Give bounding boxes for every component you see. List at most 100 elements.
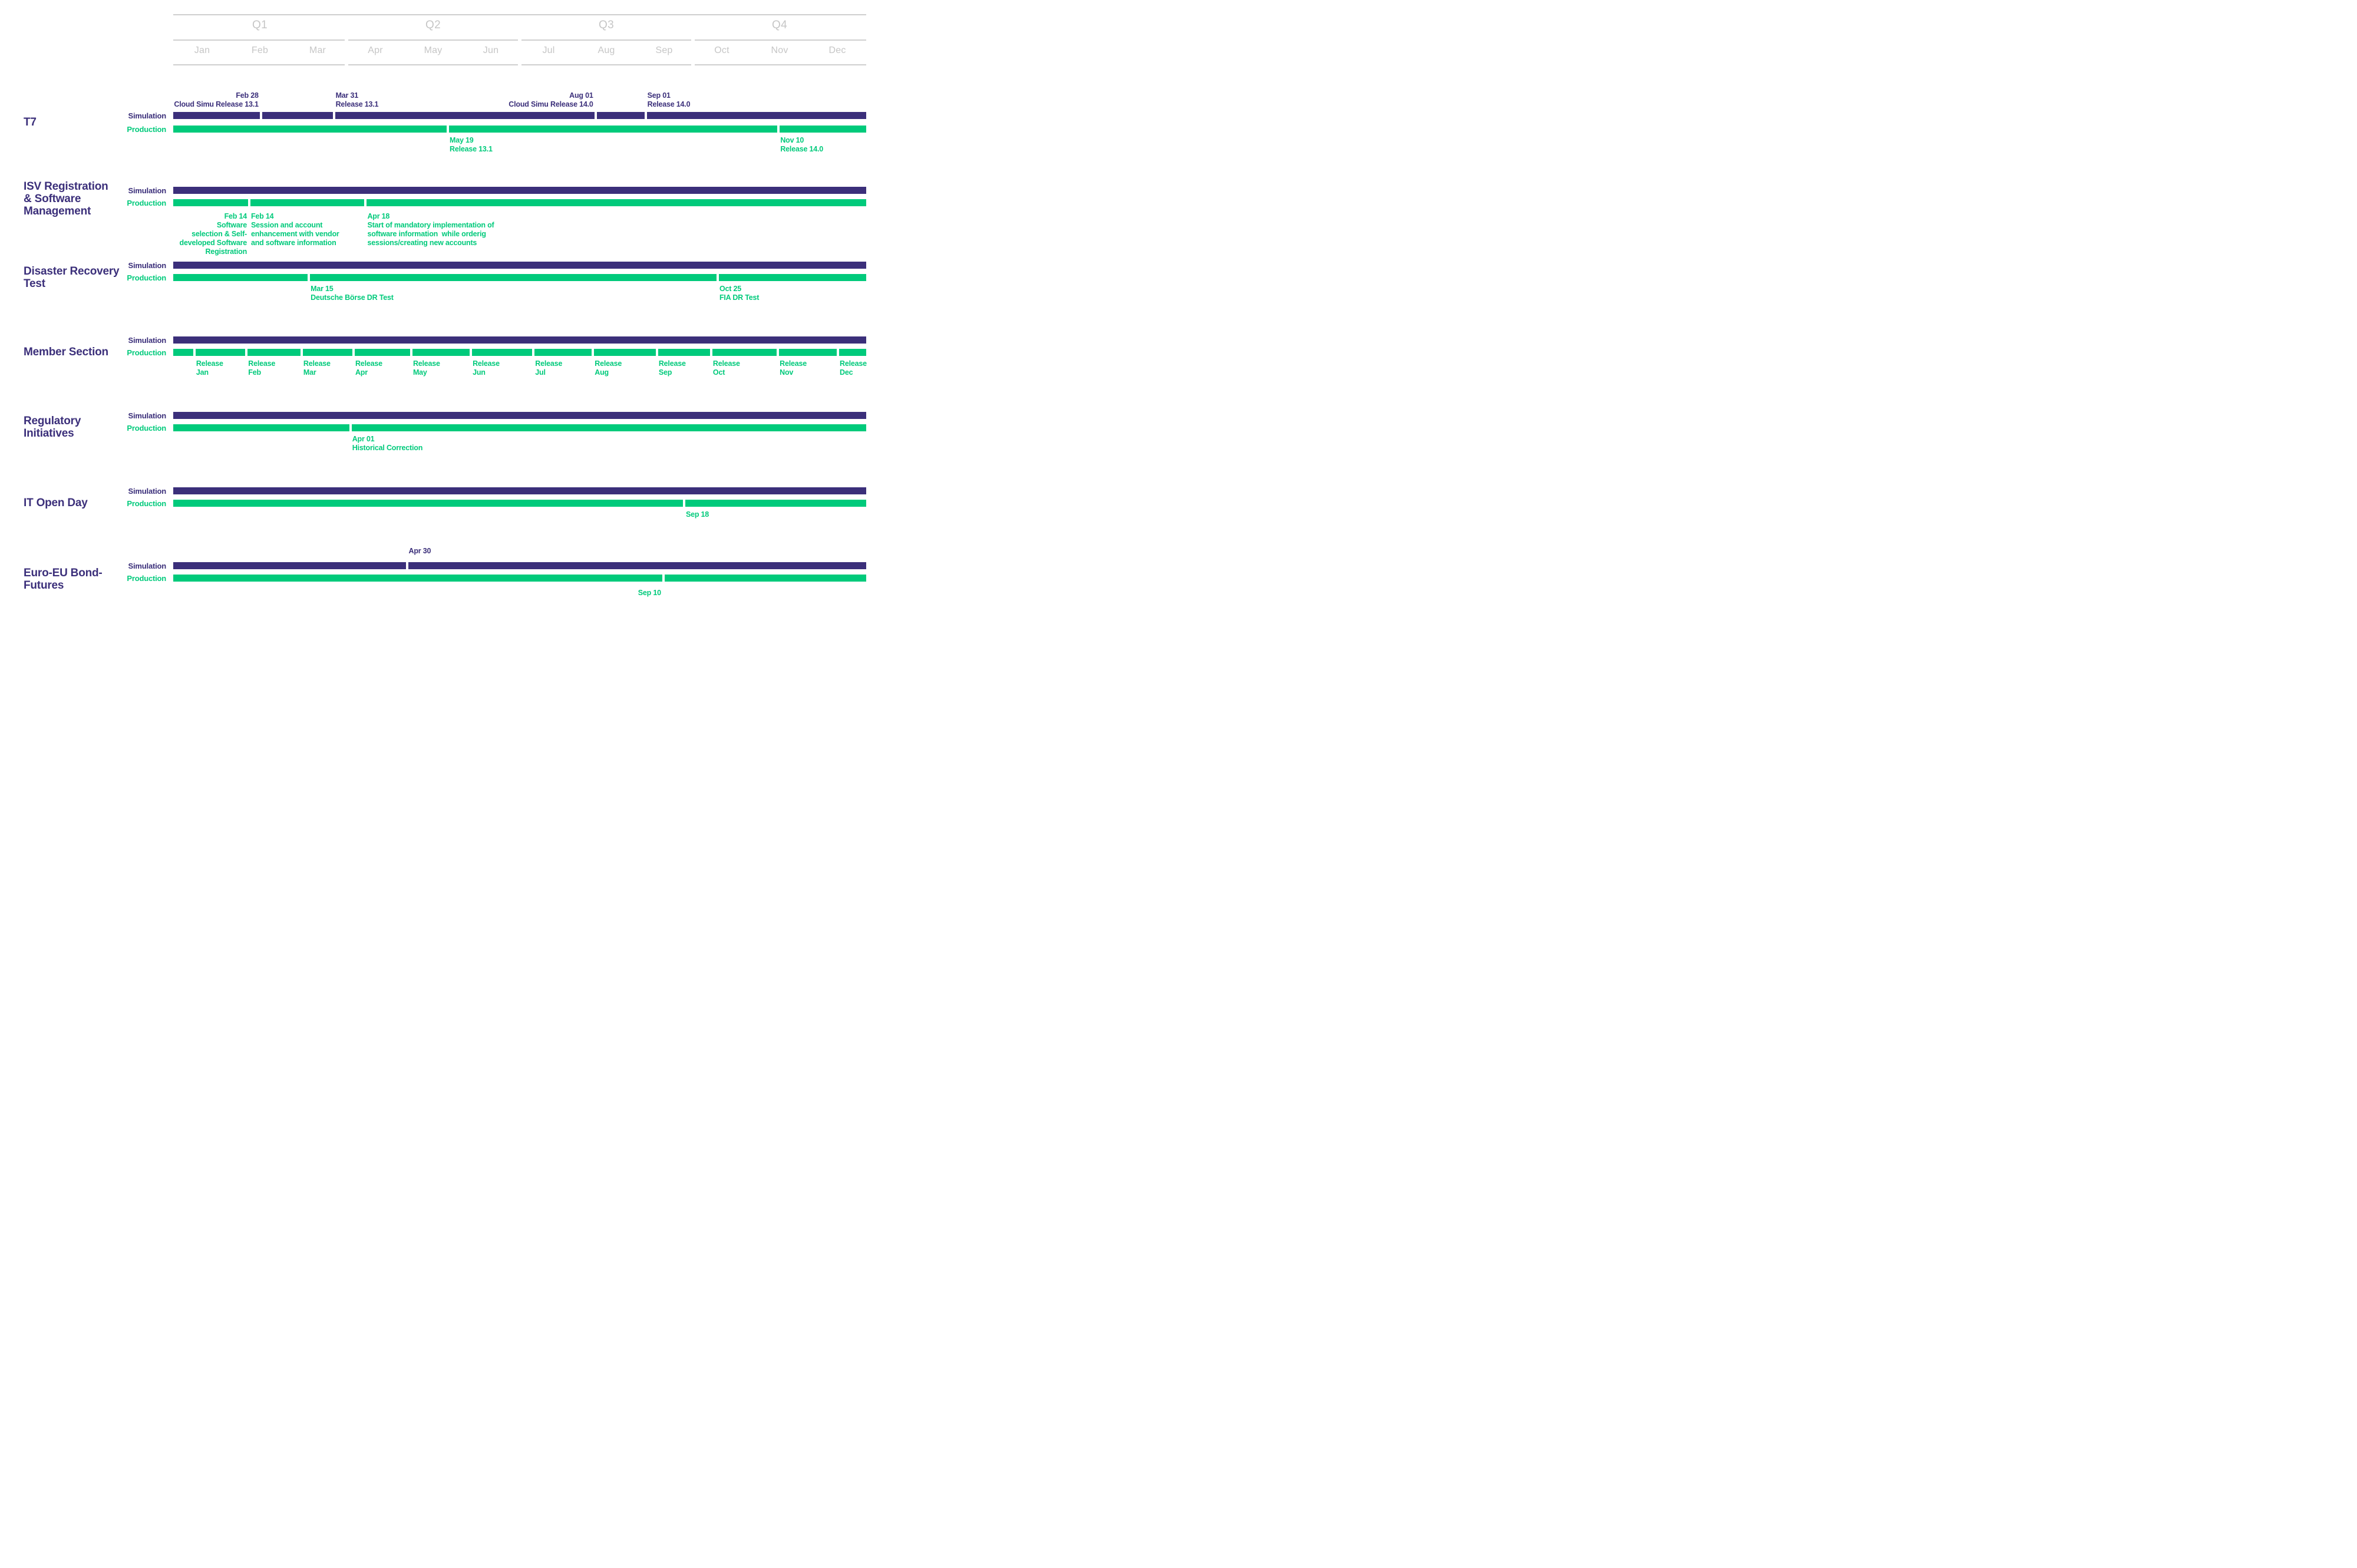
month-label-apr: Apr: [368, 45, 383, 55]
annotation-line: software information while orderig: [367, 230, 486, 238]
annotation-line: Release 13.1: [450, 145, 493, 153]
production-bar-segment: [839, 349, 866, 356]
production-bar-segment: [173, 199, 248, 206]
release-annotation: Release Aug: [595, 359, 622, 377]
annotation-line: Release: [595, 359, 622, 368]
simulation-bar-segment: [173, 412, 866, 419]
annotation-line: Cloud Simu Release 14.0: [509, 100, 593, 108]
annotation-line: Release: [355, 359, 382, 368]
release-annotation: Feb 14 Software selection & Self-developed…: [180, 212, 247, 256]
section-title-line: Initiatives: [24, 427, 74, 440]
release-annotation: May 19 Release 13.1: [450, 136, 493, 154]
annotation-line: enhancement with vendor: [251, 230, 339, 238]
release-annotation: Apr 01 Historical Correction: [352, 435, 423, 453]
annotation-line: Historical Correction: [352, 444, 423, 452]
simulation-bar-segment: [173, 262, 866, 269]
row-label-production: Production: [127, 499, 166, 508]
annotation-line: Release: [780, 359, 807, 368]
row-label-simulation: Simulation: [128, 186, 167, 195]
section-title-line: Test: [24, 278, 45, 290]
row-label-production: Production: [127, 125, 166, 134]
annotation-line: Oct: [712, 368, 725, 377]
annotation-line: Apr 30: [408, 547, 431, 555]
production-bar-segment: [594, 349, 656, 356]
annotation-line: Release 13.1: [335, 100, 379, 108]
header-month-divider-line: [695, 64, 866, 65]
production-bar-segment: [250, 199, 365, 206]
release-annotation: Release Nov: [780, 359, 807, 377]
annotation-line: Feb 28: [236, 91, 259, 100]
annotation-line: Sep 01: [647, 91, 671, 100]
production-bar-segment: [412, 349, 470, 356]
row-label-simulation: Simulation: [128, 411, 167, 420]
production-bar-segment: [173, 575, 662, 582]
annotation-line: Apr: [355, 368, 368, 377]
production-bar-segment: [367, 199, 866, 206]
section-title-line: & Software: [24, 193, 81, 205]
month-label-aug: Aug: [597, 45, 615, 55]
release-annotation: Release Jul: [535, 359, 562, 377]
annotation-line: Jan: [196, 368, 209, 377]
production-bar-segment: [779, 349, 837, 356]
section-title-disaster-recovery: Disaster Recovery Test: [24, 265, 120, 290]
release-annotation: Release Apr: [355, 359, 382, 377]
section-title-line: Futures: [24, 579, 64, 592]
annotation-line: Apr 01: [352, 435, 375, 443]
production-bar-segment: [173, 126, 447, 133]
row-label-production: Production: [127, 199, 166, 207]
release-annotation: Aug 01 Cloud Simu Release 14.0: [509, 91, 593, 109]
release-annotation: Apr 30: [409, 547, 431, 556]
section-title-regulatory: Regulatory Initiatives: [24, 415, 81, 440]
annotation-line: Mar: [303, 368, 316, 377]
annotation-line: Jul: [535, 368, 546, 377]
annotation-line: Software: [216, 221, 247, 229]
release-annotation: Release Dec: [840, 359, 867, 377]
annotation-line: Deutsche Börse DR Test: [311, 293, 394, 302]
release-annotation: Release Jun: [473, 359, 500, 377]
section-title-t7: T7: [24, 116, 37, 128]
release-annotation: Sep 18: [686, 510, 709, 519]
annotation-line: Session and account: [251, 221, 323, 229]
annotation-line: Start of mandatory implementation of: [367, 221, 494, 229]
annotation-line: and software information: [251, 239, 336, 247]
production-bar-segment: [534, 349, 592, 356]
section-title-line: T7: [24, 116, 37, 128]
simulation-bar-segment: [173, 187, 866, 194]
release-annotation: Release May: [413, 359, 440, 377]
release-annotation: Release Feb: [248, 359, 275, 377]
annotation-line: developed Software: [179, 239, 247, 247]
release-annotation: Oct 25 FIA DR Test: [719, 285, 759, 302]
release-annotation: Mar 31 Release 13.1: [336, 91, 379, 109]
production-bar-segment: [173, 349, 193, 356]
section-title-line: ISV Registration: [24, 180, 108, 193]
header-quarter-divider-line: [695, 39, 866, 41]
row-label-production: Production: [127, 574, 166, 583]
header-month-divider-line: [521, 64, 691, 65]
annotation-line: Mar 31: [335, 91, 359, 100]
month-label-feb: Feb: [251, 45, 269, 55]
release-annotation: Release Sep: [659, 359, 686, 377]
production-bar-segment: [472, 349, 533, 356]
annotation-line: Feb: [248, 368, 261, 377]
quarter-label-q4: Q4: [772, 19, 787, 31]
row-label-simulation: Simulation: [128, 111, 167, 120]
simulation-bar-segment: [262, 112, 333, 119]
annotation-line: selection & Self-: [192, 230, 247, 238]
month-label-may: May: [424, 45, 443, 55]
annotation-line: Release: [712, 359, 740, 368]
annotation-line: Nov: [780, 368, 794, 377]
release-annotation: Sep 01 Release 14.0: [648, 91, 691, 109]
quarter-label-q1: Q1: [252, 19, 268, 31]
annotation-line: Mar 15: [311, 285, 334, 293]
annotation-line: Release 14.0: [780, 145, 824, 153]
section-title-it-open-day: IT Open Day: [24, 497, 88, 509]
release-annotation: Nov 10 Release 14.0: [780, 136, 823, 154]
header-quarter-divider-line: [348, 39, 518, 41]
simulation-bar-segment: [335, 112, 595, 119]
annotation-line: Aug: [595, 368, 609, 377]
annotation-line: FIA DR Test: [719, 293, 760, 302]
annotation-line: Sep 18: [685, 510, 709, 519]
row-label-production: Production: [127, 348, 166, 357]
annotation-line: Apr 18: [367, 212, 390, 220]
release-annotation: Feb 14 Session and account enhancement wit…: [251, 212, 339, 247]
